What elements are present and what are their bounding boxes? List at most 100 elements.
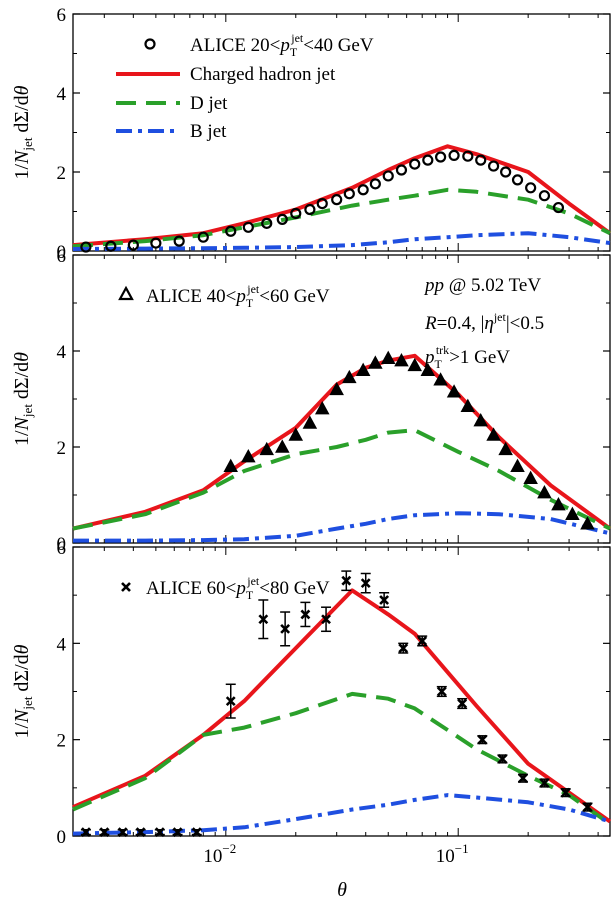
data-point bbox=[225, 696, 236, 707]
data-point bbox=[417, 636, 428, 646]
data-point bbox=[223, 458, 239, 472]
y-axis-title: 1/Njet dΣ/dθ bbox=[11, 85, 35, 179]
data-point bbox=[457, 698, 468, 709]
y-axis-title: 1/Njet dΣ/dθ bbox=[11, 352, 35, 446]
y-tick-label: 4 bbox=[57, 342, 67, 363]
data-point bbox=[150, 237, 162, 249]
y-tick-label: 6 bbox=[57, 538, 67, 559]
data-point bbox=[582, 802, 593, 813]
data-point bbox=[551, 497, 566, 511]
data-point bbox=[409, 158, 421, 170]
data-point bbox=[511, 174, 524, 186]
data-point bbox=[304, 203, 316, 216]
data-point bbox=[241, 449, 256, 463]
data-point bbox=[398, 643, 409, 654]
data-point bbox=[394, 353, 409, 367]
data-point bbox=[314, 401, 330, 415]
annotation-track-pt: pTtrk>1 GeV bbox=[423, 343, 510, 371]
series-line-d-jet bbox=[72, 187, 611, 249]
legend-label-d-jet: D jet bbox=[190, 93, 228, 114]
data-point bbox=[538, 190, 551, 202]
data-point bbox=[258, 614, 269, 625]
data-point bbox=[276, 213, 288, 225]
y-tick-label: 0 bbox=[57, 242, 67, 263]
data-point bbox=[172, 827, 183, 838]
series-line-d-jet bbox=[72, 428, 611, 531]
data-point bbox=[329, 381, 344, 396]
data-point bbox=[523, 470, 538, 484]
data-point bbox=[486, 427, 501, 441]
data-point bbox=[382, 170, 394, 182]
data-point bbox=[407, 357, 422, 372]
data-point bbox=[473, 413, 488, 427]
data-point bbox=[537, 485, 552, 499]
data-point bbox=[342, 369, 357, 384]
data-point bbox=[539, 778, 550, 788]
series-line-b-jet bbox=[72, 793, 611, 836]
data-point bbox=[436, 686, 447, 697]
data-point bbox=[341, 575, 352, 586]
data-point bbox=[259, 441, 274, 456]
data-point bbox=[355, 362, 371, 376]
data-point bbox=[580, 516, 595, 530]
data-point bbox=[316, 198, 328, 210]
data-point bbox=[242, 221, 254, 233]
data-point bbox=[487, 160, 500, 172]
data-point bbox=[368, 355, 383, 369]
data-point bbox=[497, 754, 508, 764]
series-line-d-jet bbox=[72, 691, 612, 826]
data-point bbox=[460, 398, 476, 412]
data-point bbox=[380, 350, 396, 364]
annotation-radius: R=0.4, |ηjet|<0.5 bbox=[424, 310, 544, 334]
data-point bbox=[135, 827, 146, 838]
legend-label-b-jet: B jet bbox=[190, 121, 227, 142]
data-point bbox=[420, 362, 436, 376]
data-point bbox=[117, 827, 128, 838]
data-point bbox=[498, 441, 513, 456]
data-point bbox=[360, 578, 371, 589]
data-point bbox=[105, 240, 117, 252]
data-point bbox=[433, 372, 448, 386]
legend-marker-triangle bbox=[118, 285, 134, 301]
data-point bbox=[560, 787, 571, 798]
data-point bbox=[525, 182, 537, 194]
data-point bbox=[369, 178, 381, 190]
data-point bbox=[321, 614, 331, 625]
legend-alice-label: ALICE 60<pTjet<80 GeV bbox=[146, 574, 330, 602]
data-point bbox=[280, 623, 291, 634]
data-point bbox=[552, 201, 565, 214]
data-point bbox=[99, 827, 110, 838]
legend-alice-label: ALICE 40<pTjet<60 GeV bbox=[146, 282, 330, 310]
y-tick-label: 2 bbox=[57, 731, 67, 752]
data-point bbox=[261, 217, 273, 229]
data-point bbox=[343, 188, 355, 200]
data-point bbox=[379, 595, 390, 605]
data-point bbox=[446, 384, 462, 398]
x-axis-title: θ bbox=[337, 879, 347, 901]
annotation-collision: pp @ 5.02 TeV bbox=[423, 275, 541, 296]
y-tick-label: 4 bbox=[57, 634, 67, 655]
panel-top: 0 2 4 6 1/Njet dΣ/dθ ALICE 20<pTjet<40 GeV Cha… bbox=[11, 5, 612, 263]
legend-marker-cross bbox=[121, 582, 131, 592]
data-point bbox=[435, 151, 447, 163]
data-point bbox=[300, 609, 311, 620]
panel-middle: 0 2 4 6 1/Njet dΣ/dθ ALICE 40<pTjet<60 GeV pp … bbox=[11, 246, 612, 555]
data-point bbox=[80, 241, 92, 253]
x-tick-label: 10−1 bbox=[436, 841, 469, 867]
data-point bbox=[197, 231, 209, 243]
series-line-b-jet bbox=[72, 231, 611, 251]
data-point bbox=[357, 184, 369, 196]
data-point bbox=[518, 773, 528, 784]
data-point bbox=[191, 827, 202, 838]
data-point bbox=[395, 164, 408, 176]
legend-alice-label: ALICE 20<pTjet<40 GeV bbox=[190, 31, 374, 59]
legend-marker-circle bbox=[144, 38, 156, 50]
data-point bbox=[127, 239, 139, 251]
data-point bbox=[477, 734, 488, 745]
y-axis-title: 1/Njet dΣ/dθ bbox=[11, 644, 35, 738]
series-line-charged-hadron-jet bbox=[72, 588, 612, 824]
data-point bbox=[275, 439, 290, 453]
data-point bbox=[290, 207, 302, 220]
y-tick-label: 2 bbox=[57, 438, 67, 459]
